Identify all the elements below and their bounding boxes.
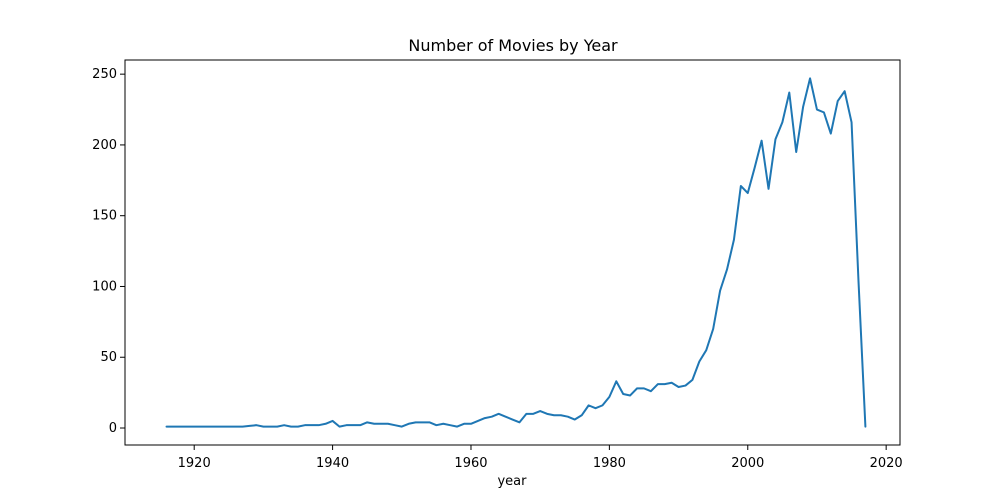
x-tick-label: 1980 bbox=[593, 456, 626, 471]
x-axis: 1920 1940 1960 1980 2000 2020 bbox=[178, 445, 903, 471]
plot-frame bbox=[124, 59, 901, 446]
y-tick-label: 250 bbox=[92, 67, 117, 82]
x-tick-label: 1960 bbox=[454, 456, 487, 471]
x-tick-label: 2020 bbox=[870, 456, 903, 471]
x-axis-label: year bbox=[497, 474, 527, 489]
y-tick-label: 150 bbox=[92, 209, 117, 224]
y-tick-label: 50 bbox=[100, 350, 117, 365]
x-tick-label: 1920 bbox=[178, 456, 211, 471]
y-axis: 0 50 100 150 200 250 bbox=[92, 67, 125, 436]
x-tick-label: 1940 bbox=[316, 456, 349, 471]
y-tick-label: 0 bbox=[109, 421, 117, 436]
series-layer bbox=[165, 77, 867, 428]
y-tick-label: 200 bbox=[92, 138, 117, 153]
y-tick-label: 100 bbox=[92, 279, 117, 294]
chart-title: Number of Movies by Year bbox=[408, 36, 618, 55]
series-line-0 bbox=[165, 77, 867, 428]
x-tick-label: 2000 bbox=[731, 456, 764, 471]
